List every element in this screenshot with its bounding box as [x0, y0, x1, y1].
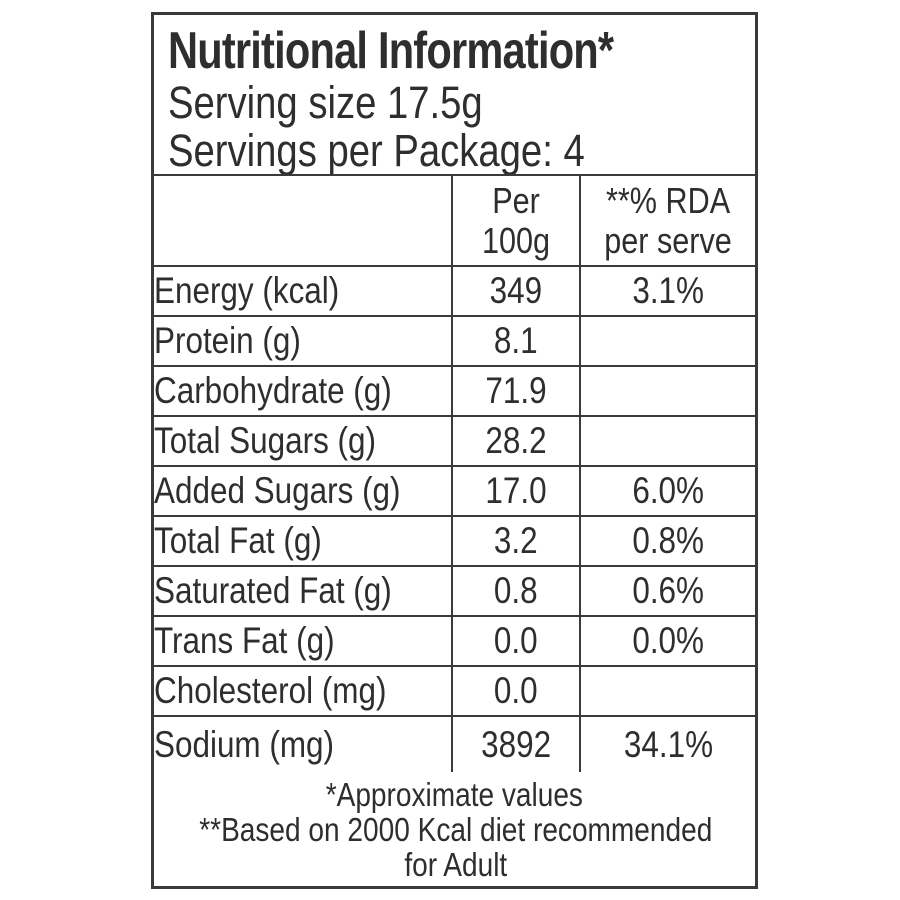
per-100g-value: 0.8: [494, 570, 538, 611]
rda-header-text: **% RDA per serve: [604, 179, 732, 261]
nutrient-label: Carbohydrate (g): [154, 370, 392, 411]
nutrition-table: Per 100g **% RDA per serve Energy (kcal)…: [154, 176, 755, 772]
nutrient-label: Total Sugars (g): [154, 420, 376, 461]
nutrient-label: Total Fat (g): [154, 520, 322, 561]
servings-per-package-text: Servings per Package: 4: [168, 125, 585, 176]
servings-per-package-line: Servings per Package: 4: [168, 127, 755, 175]
nutrient-label: Energy (kcal): [154, 270, 340, 311]
label-footer: *Approximate values **Based on 2000 Kcal…: [154, 772, 755, 886]
per-100g-value: 71.9: [485, 370, 547, 411]
table-row-added-sugars: Added Sugars (g) 17.0 6.0%: [154, 465, 755, 516]
per-100g-value: 8.1: [494, 320, 538, 361]
nutrient-label: Trans Fat (g): [154, 620, 335, 661]
per-100g-header-text: Per 100g: [481, 179, 551, 261]
nutrient-label: Cholesterol (mg): [154, 670, 387, 711]
per-100g-value: 3.2: [494, 520, 538, 561]
label-title-text: Nutritional Information*: [168, 22, 614, 80]
table-row-energy: Energy (kcal) 349 3.1%: [154, 265, 755, 316]
serving-size-line: Serving size 17.5g: [168, 79, 755, 127]
nutrient-label: Protein (g): [154, 320, 301, 361]
rda-per-serve-value: 6.0%: [632, 470, 704, 511]
table-row-carbohydrate: Carbohydrate (g) 71.9: [154, 365, 755, 416]
footnote-rda-basis: **Based on 2000 Kcal diet recommended fo…: [199, 811, 713, 883]
per-100g-value: 17.0: [485, 470, 547, 511]
rda-per-serve-value: 0.6%: [632, 570, 704, 611]
per-100g-value: 0.0: [494, 620, 538, 661]
nutrient-label: Added Sugars (g): [154, 470, 401, 511]
nutrient-label: Sodium (mg): [154, 723, 335, 765]
per-100g-value: 349: [489, 270, 543, 311]
per-100g-value: 0.0: [494, 670, 538, 711]
table-row-saturated-fat: Saturated Fat (g) 0.8 0.6%: [154, 565, 755, 616]
serving-size-text: Serving size 17.5g: [168, 77, 483, 128]
nutrient-label: Saturated Fat (g): [154, 570, 392, 611]
column-header-per-100g: Per 100g: [451, 176, 581, 267]
table-row-trans-fat: Trans Fat (g) 0.0 0.0%: [154, 615, 755, 666]
column-header-nutrient: [154, 176, 453, 267]
per-100g-value: 3892: [481, 723, 551, 765]
table-row-cholesterol: Cholesterol (mg) 0.0: [154, 665, 755, 716]
rda-per-serve-value: 34.1%: [623, 723, 713, 765]
footnote-approximate-values: *Approximate values: [325, 776, 584, 813]
column-header-row: Per 100g **% RDA per serve: [154, 176, 755, 267]
rda-per-serve-value: 0.0%: [632, 620, 704, 661]
nutrition-label: Nutritional Information* Serving size 17…: [151, 12, 758, 889]
table-row-sodium: Sodium (mg) 3892 34.1%: [154, 715, 755, 772]
label-header: Nutritional Information* Serving size 17…: [154, 15, 755, 176]
table-row-total-sugars: Total Sugars (g) 28.2: [154, 415, 755, 466]
table-row-total-fat: Total Fat (g) 3.2 0.8%: [154, 515, 755, 566]
label-title: Nutritional Information*: [168, 23, 755, 79]
per-100g-value: 28.2: [485, 420, 547, 461]
rda-per-serve-value: 3.1%: [632, 270, 704, 311]
table-row-protein: Protein (g) 8.1: [154, 315, 755, 366]
column-header-rda-per-serve: **% RDA per serve: [579, 176, 755, 267]
rda-per-serve-value: 0.8%: [632, 520, 704, 561]
